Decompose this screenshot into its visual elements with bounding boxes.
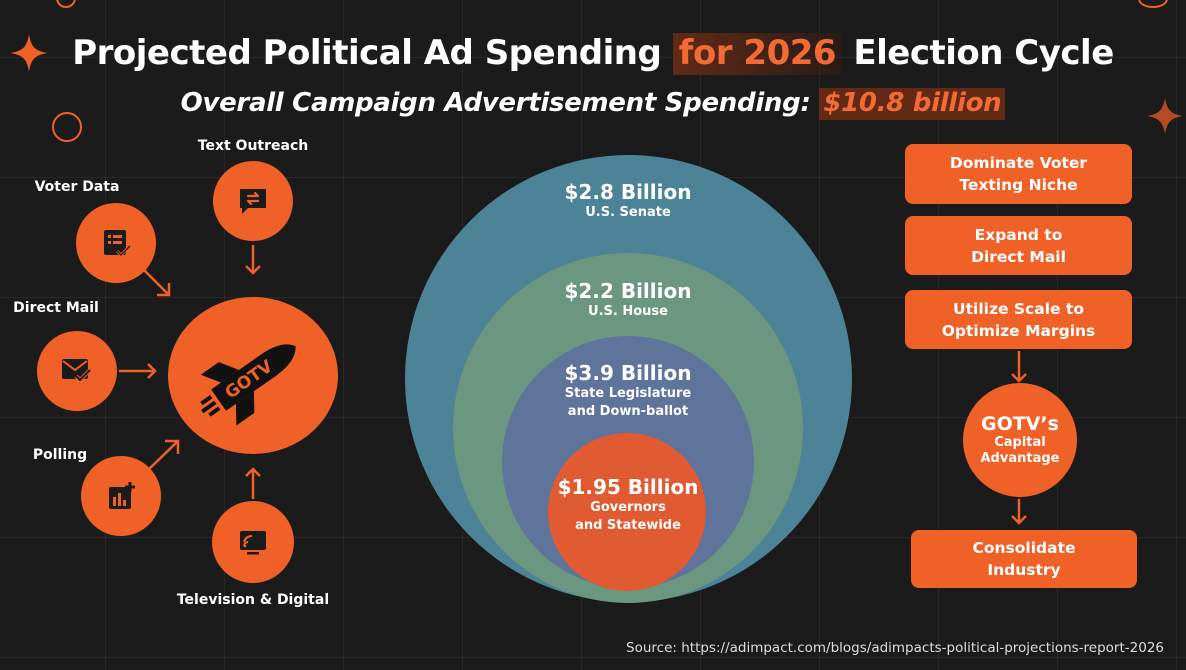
house-group: $2.2 Billion U.S. House [528, 279, 728, 321]
arrow-diagonal-icon [141, 267, 171, 297]
arrow-up-icon [245, 467, 261, 499]
node-label-direct-mail: Direct Mail [13, 300, 99, 316]
node-label-polling: Polling [32, 447, 88, 463]
arrow-down-icon [1011, 499, 1027, 525]
gotv-capital-hub: GOTV’s Capital Advantage [963, 383, 1077, 497]
ring-decoration [52, 112, 82, 142]
house-value: $2.2 Billion [564, 279, 692, 303]
senate-group: $2.8 Billion U.S. Senate [528, 180, 728, 222]
ring-decoration [1138, 0, 1168, 8]
state-value: $3.9 Billion [564, 361, 692, 385]
television-digital-node [212, 501, 294, 583]
arrow-down-icon [1011, 351, 1027, 383]
bar-chart-plus-icon [109, 482, 135, 509]
arrow-diagonal-up-icon [146, 439, 180, 472]
senate-label: U.S. Senate [585, 205, 671, 220]
governors-label: Governors and Statewide [575, 500, 681, 533]
hub-title: GOTV’s [981, 413, 1059, 435]
governors-value: $1.95 Billion [557, 475, 699, 499]
house-label: U.S. House [588, 304, 668, 319]
subtitle-text: Overall Campaign Advertisement Spending: [180, 88, 820, 118]
subtitle-highlight: $10.8 billion [819, 88, 1006, 120]
senate-value: $2.8 Billion [564, 180, 692, 204]
hub-subtitle: Capital Advantage [980, 435, 1060, 466]
page-title: Projected Political Ad Spending for 2026… [0, 33, 1186, 75]
cast-screen-icon [240, 531, 266, 555]
direct-mail-node [37, 331, 117, 411]
gotv-rocket-node: GOTV [168, 297, 338, 454]
state-group: $3.9 Billion State Legislature and Down-… [528, 361, 728, 421]
text-outreach-node [213, 161, 293, 241]
step-dominate-texting: Dominate Voter Texting Niche [905, 144, 1132, 204]
ring-decoration [56, 0, 76, 8]
rocket-icon: GOTV [200, 343, 296, 425]
checklist-icon [104, 230, 132, 258]
page-subtitle: Overall Campaign Advertisement Spending:… [0, 88, 1186, 120]
state-label: State Legislature and Down-ballot [564, 386, 692, 419]
governors-group: $1.95 Billion Governors and Statewide [528, 475, 728, 535]
source-citation: Source: https://adimpact.com/blogs/adimp… [626, 640, 1164, 656]
sparkle-icon [1147, 98, 1183, 134]
title-highlight: for 2026 [672, 33, 843, 75]
step-utilize-scale: Utilize Scale to Optimize Margins [905, 290, 1132, 349]
node-label-television-digital: Television & Digital [176, 592, 330, 608]
arrow-right-icon [119, 363, 157, 379]
chat-transfer-icon [240, 189, 266, 214]
title-text-end: Election Cycle [842, 33, 1114, 73]
node-label-voter-data: Voter Data [34, 179, 120, 195]
circle-governors [548, 433, 706, 591]
mail-check-icon [62, 359, 92, 383]
title-text: Projected Political Ad Spending [72, 33, 673, 73]
arrow-down-icon [245, 245, 261, 275]
step-consolidate-industry: Consolidate Industry [911, 530, 1137, 588]
step-expand-direct-mail: Expand to Direct Mail [905, 216, 1132, 275]
node-label-text-outreach: Text Outreach [197, 138, 309, 154]
sparkle-icon [10, 34, 48, 72]
